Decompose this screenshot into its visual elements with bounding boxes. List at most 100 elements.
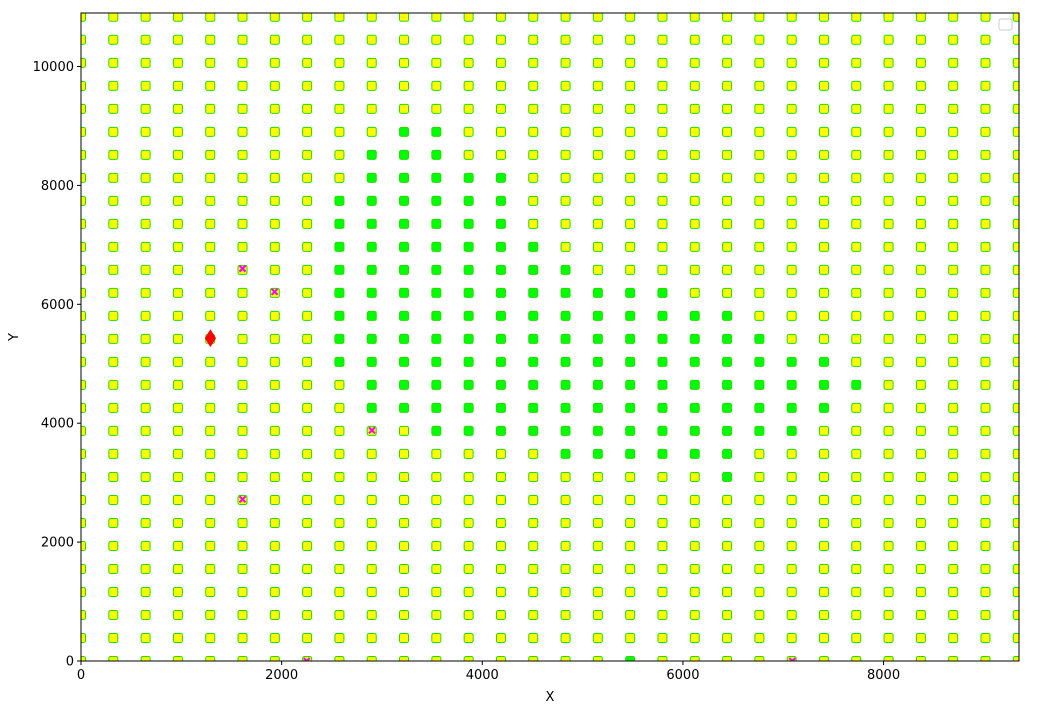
data-point xyxy=(818,563,829,574)
data-point xyxy=(399,448,410,459)
highlight-point xyxy=(657,310,668,321)
data-point xyxy=(1012,13,1019,22)
highlight-point xyxy=(689,402,700,413)
highlight-point xyxy=(495,356,506,367)
data-point xyxy=(399,632,410,643)
data-point xyxy=(980,656,991,661)
data-point xyxy=(1012,471,1019,482)
data-point xyxy=(786,103,797,114)
data-point xyxy=(689,471,700,482)
data-point xyxy=(560,195,571,206)
data-point xyxy=(334,13,345,22)
data-point xyxy=(625,103,636,114)
data-point xyxy=(689,149,700,160)
data-point xyxy=(140,149,151,160)
highlight-point xyxy=(786,356,797,367)
data-point xyxy=(463,656,474,661)
data-point xyxy=(302,80,313,91)
data-point xyxy=(334,540,345,551)
data-point xyxy=(205,149,216,160)
cross-marker xyxy=(270,288,279,296)
data-point xyxy=(657,656,668,661)
data-point xyxy=(334,448,345,459)
data-point xyxy=(334,494,345,505)
cross-marker xyxy=(788,657,796,661)
highlight-point xyxy=(334,333,345,344)
highlight-point xyxy=(592,310,603,321)
data-point xyxy=(883,471,894,482)
data-point xyxy=(431,540,442,551)
data-point xyxy=(592,563,603,574)
highlight-point xyxy=(334,287,345,298)
data-point xyxy=(528,448,539,459)
data-point xyxy=(302,632,313,643)
data-point xyxy=(205,34,216,45)
data-point xyxy=(81,540,86,551)
data-point xyxy=(269,264,280,275)
data-point xyxy=(560,241,571,252)
data-point xyxy=(81,103,86,114)
highlight-point xyxy=(818,356,829,367)
highlight-point xyxy=(722,471,733,482)
data-point xyxy=(786,126,797,137)
highlight-point xyxy=(366,241,377,252)
data-point xyxy=(818,80,829,91)
data-point xyxy=(818,425,829,436)
data-point xyxy=(237,356,248,367)
data-point xyxy=(334,379,345,390)
data-point xyxy=(237,172,248,183)
data-point xyxy=(948,57,959,68)
data-point xyxy=(722,57,733,68)
highlight-point xyxy=(399,287,410,298)
data-point xyxy=(172,609,183,620)
highlight-point xyxy=(722,402,733,413)
data-point xyxy=(625,264,636,275)
highlight-point xyxy=(754,379,765,390)
data-point xyxy=(108,57,119,68)
data-point xyxy=(269,494,280,505)
highlight-point xyxy=(495,195,506,206)
data-point xyxy=(81,609,86,620)
data-point xyxy=(657,609,668,620)
data-point xyxy=(302,126,313,137)
highlight-point xyxy=(689,356,700,367)
data-point xyxy=(560,656,571,661)
data-point xyxy=(722,609,733,620)
data-point xyxy=(172,80,183,91)
data-point xyxy=(302,218,313,229)
highlight-point xyxy=(431,287,442,298)
data-point xyxy=(302,563,313,574)
data-point xyxy=(1012,195,1019,206)
data-point xyxy=(818,126,829,137)
data-point xyxy=(140,402,151,413)
data-point xyxy=(108,563,119,574)
data-point xyxy=(592,57,603,68)
highlight-point xyxy=(399,172,410,183)
data-point xyxy=(948,218,959,229)
highlight-point xyxy=(560,402,571,413)
data-point xyxy=(108,448,119,459)
data-point xyxy=(657,494,668,505)
data-point xyxy=(366,13,377,22)
highlight-point xyxy=(431,172,442,183)
data-point xyxy=(786,13,797,22)
data-point xyxy=(980,13,991,22)
data-point xyxy=(786,287,797,298)
data-point xyxy=(302,471,313,482)
highlight-point xyxy=(334,356,345,367)
data-point xyxy=(1012,172,1019,183)
data-point xyxy=(172,264,183,275)
data-point xyxy=(625,494,636,505)
data-point xyxy=(205,379,216,390)
data-point xyxy=(205,80,216,91)
data-point xyxy=(722,218,733,229)
data-point xyxy=(560,103,571,114)
data-point xyxy=(851,333,862,344)
data-point xyxy=(754,57,765,68)
data-point xyxy=(302,149,313,160)
highlight-point xyxy=(366,379,377,390)
data-point xyxy=(851,34,862,45)
highlight-point xyxy=(366,287,377,298)
data-point xyxy=(754,609,765,620)
data-point xyxy=(722,13,733,22)
